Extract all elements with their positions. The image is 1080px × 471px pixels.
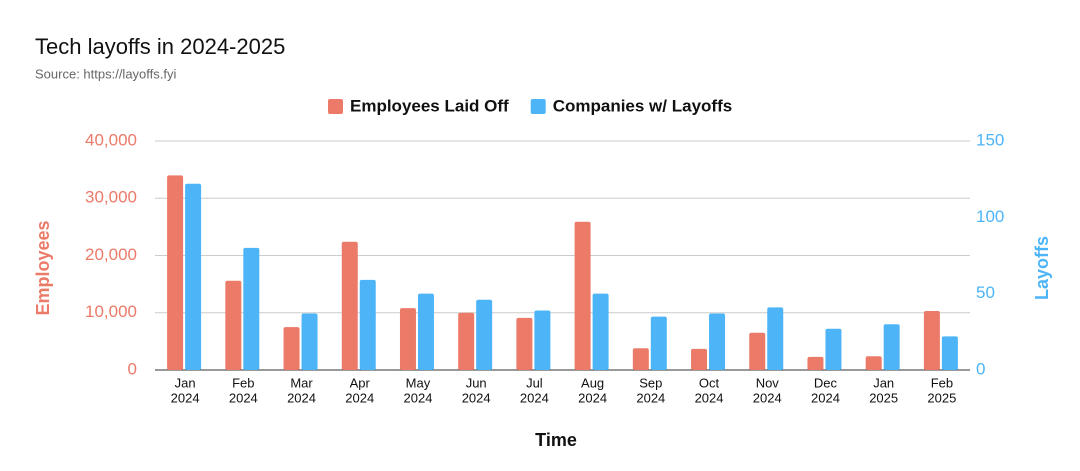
x-tick-label: Aug bbox=[581, 375, 604, 390]
x-tick-label: Feb bbox=[232, 375, 254, 390]
bar bbox=[923, 311, 940, 370]
x-axis-title: Time bbox=[535, 430, 577, 450]
x-tick-label: 2024 bbox=[520, 390, 549, 405]
bar bbox=[359, 279, 376, 370]
legend-label: Employees Laid Off bbox=[350, 96, 509, 115]
legend-swatch bbox=[530, 99, 546, 114]
x-tick-label: Oct bbox=[699, 375, 720, 390]
bar bbox=[807, 356, 824, 370]
bar bbox=[574, 221, 591, 370]
x-tick-label: Nov bbox=[756, 375, 780, 390]
x-tick-label: Feb bbox=[931, 375, 953, 390]
bar bbox=[458, 312, 475, 370]
y-tick-label: 40,000 bbox=[85, 130, 137, 149]
bar bbox=[534, 310, 551, 370]
bar bbox=[632, 348, 649, 370]
chart-subtitle: Source: https://layoffs.fyi bbox=[35, 66, 176, 81]
bar bbox=[301, 313, 318, 370]
chart-title: Tech layoffs in 2024-2025 bbox=[35, 34, 285, 59]
x-tick-label: Dec bbox=[814, 375, 838, 390]
x-tick-label: Apr bbox=[350, 375, 371, 390]
bar bbox=[865, 356, 882, 370]
bar bbox=[476, 299, 493, 370]
bar bbox=[883, 324, 900, 370]
x-tick-label: 2024 bbox=[171, 390, 200, 405]
x-tick-label: 2024 bbox=[636, 390, 665, 405]
bar bbox=[749, 332, 766, 370]
x-tick-label: 2024 bbox=[287, 390, 316, 405]
y-tick-label: 20,000 bbox=[85, 245, 137, 264]
y-tick-label: 0 bbox=[128, 359, 137, 378]
bar bbox=[767, 307, 784, 370]
bar bbox=[243, 247, 260, 370]
bar bbox=[592, 293, 609, 370]
x-tick-label: 2024 bbox=[404, 390, 433, 405]
x-tick-label: 2024 bbox=[811, 390, 840, 405]
x-tick-label: Sep bbox=[639, 375, 662, 390]
bar bbox=[341, 241, 358, 370]
y-axis-title: Employees bbox=[33, 220, 53, 315]
x-tick-label: Mar bbox=[290, 375, 313, 390]
x-tick-label: 2024 bbox=[462, 390, 491, 405]
bar bbox=[650, 316, 667, 370]
bar bbox=[167, 175, 184, 370]
x-tick-label: 2024 bbox=[695, 390, 724, 405]
x-tick-label: Jul bbox=[526, 375, 543, 390]
bar bbox=[283, 327, 300, 370]
y2-tick-label: 100 bbox=[976, 207, 1004, 226]
x-tick-label: Jan bbox=[175, 375, 196, 390]
bar bbox=[225, 280, 242, 370]
bar bbox=[709, 313, 726, 370]
x-tick-label: May bbox=[406, 375, 431, 390]
bar bbox=[825, 328, 842, 370]
x-tick-label: 2024 bbox=[345, 390, 374, 405]
x-tick-label: 2024 bbox=[753, 390, 782, 405]
y2-tick-label: 150 bbox=[976, 130, 1004, 149]
bar bbox=[516, 317, 533, 370]
x-tick-label: 2025 bbox=[869, 390, 898, 405]
y-tick-label: 30,000 bbox=[85, 188, 137, 207]
x-tick-label: Jun bbox=[466, 375, 487, 390]
bar bbox=[399, 308, 416, 370]
y2-tick-label: 0 bbox=[976, 359, 985, 378]
bar bbox=[417, 293, 434, 370]
x-tick-label: 2024 bbox=[229, 390, 258, 405]
x-tick-label: 2024 bbox=[578, 390, 607, 405]
x-tick-label: 2025 bbox=[927, 390, 956, 405]
bar bbox=[185, 183, 202, 370]
bar bbox=[941, 336, 958, 370]
y2-axis-title: Layoffs bbox=[1032, 236, 1052, 300]
y2-tick-label: 50 bbox=[976, 283, 995, 302]
x-tick-label: Jan bbox=[873, 375, 894, 390]
y-tick-label: 10,000 bbox=[85, 302, 137, 321]
bar bbox=[691, 348, 708, 370]
legend-swatch bbox=[328, 99, 343, 114]
legend-label: Companies w/ Layoffs bbox=[553, 96, 732, 115]
